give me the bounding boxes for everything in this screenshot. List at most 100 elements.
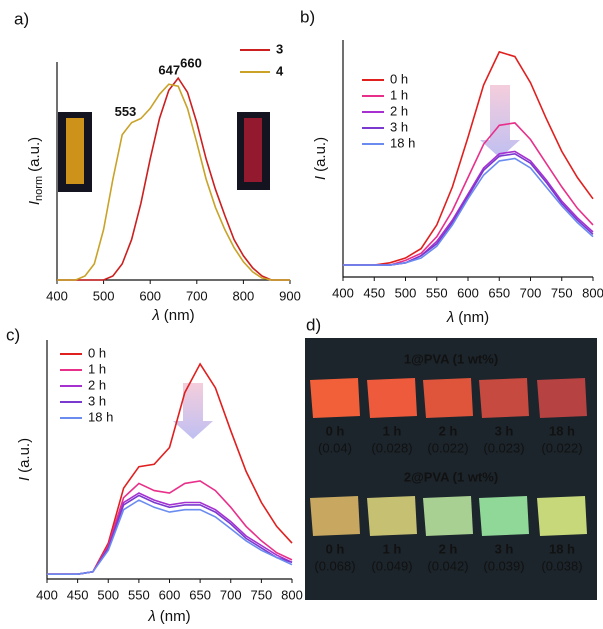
x-tick-label: 900 [279,288,301,303]
sample-value: (0.028) [371,440,412,455]
sample-value: (0.038) [541,558,582,573]
sample-value: (0.022) [427,440,468,455]
x-tick-label: 600 [159,587,181,602]
spectrum-line [47,362,293,575]
x-axis-unit: (nm) [458,309,489,326]
legend-label: 1 h [88,361,106,376]
sample-time: 18 h [549,423,575,438]
x-axis-label: λ (nm) [446,309,489,326]
sample-time: 3 h [495,541,514,556]
sample-value: (0.04) [318,440,352,455]
x-axis-label: λ (nm) [151,307,194,324]
spectrum-line [343,152,594,266]
x-tick-label: 700 [520,285,542,300]
x-tick-label: 400 [46,288,68,303]
group-title: 1@PVA (1 wt%) [404,351,498,366]
y-axis-unit: (a.u.) [26,137,43,172]
x-tick-label: 650 [189,587,211,602]
x-tick-label: 450 [363,285,385,300]
x-axis-unit: (nm) [164,307,195,324]
spectrum-line [47,480,293,575]
film-sample [367,496,417,536]
x-tick-label: 400 [36,587,58,602]
x-tick-label: 550 [426,285,448,300]
sample-time: 0 h [326,541,345,556]
legend-label: 3 [276,41,283,56]
film-sample [479,378,529,418]
sample-time: 2 h [439,423,458,438]
x-axis-symbol: λ [151,307,159,324]
sample-time: 0 h [326,423,345,438]
spectrum-line [47,499,293,575]
axis [342,40,593,278]
legend-label: 18 h [88,409,113,424]
sample-value: (0.039) [483,558,524,573]
x-tick-label: 500 [395,285,417,300]
x-tick-label: 600 [457,285,479,300]
y-axis-unit: (a.u.) [16,438,33,473]
peak-label: 553 [115,104,137,119]
peak-label: 660 [180,56,202,71]
film-sample [310,496,360,536]
sample-time: 2 h [439,541,458,556]
x-tick-label: 550 [128,587,150,602]
film-sample [537,496,587,536]
y-axis-label: Inorm (a.u.) [26,137,45,205]
spectrum-line [47,492,293,575]
film-sample [310,378,360,418]
panel-label: a) [14,9,29,28]
trend-arrow [480,85,520,158]
x-tick-label: 800 [233,288,255,303]
x-tick-label: 600 [139,288,161,303]
y-axis-subscript: norm [33,176,45,201]
legend-label: 3 h [390,119,408,134]
film-sample [537,378,587,418]
legend-label: 2 h [88,377,106,392]
legend-label: 4 [276,63,284,78]
spectrum-line [57,76,290,281]
x-tick-label: 750 [251,587,273,602]
panel-label: b) [300,7,315,26]
group-title: 2@PVA (1 wt%) [404,469,498,484]
x-tick-label: 800 [582,285,603,300]
y-axis-label: I (a.u.) [312,137,329,180]
peak-label: 647 [158,62,180,77]
x-tick-label: 700 [186,288,208,303]
sample-value: (0.023) [483,440,524,455]
sample-value: (0.068) [314,558,355,573]
legend-label: 1 h [390,87,408,102]
x-axis-symbol: λ [147,608,155,625]
x-axis-label: λ (nm) [147,608,190,625]
sample-time: 18 h [549,541,575,556]
spectrum-line [343,50,594,266]
panel-label: d) [306,315,321,334]
sample-time: 3 h [495,423,514,438]
sample-time: 1 h [383,541,402,556]
legend-label: 0 h [88,345,106,360]
cuvette [66,118,84,184]
x-tick-label: 800 [281,587,303,602]
sample-value: (0.049) [371,558,412,573]
x-tick-label: 500 [97,587,119,602]
legend-label: 2 h [390,103,408,118]
x-tick-label: 700 [220,587,242,602]
legend-label: 3 h [88,393,106,408]
x-tick-label: 500 [93,288,115,303]
y-axis-symbol: I [312,176,329,180]
x-axis-unit: (nm) [160,608,191,625]
x-tick-label: 750 [551,285,573,300]
sample-time: 1 h [383,423,402,438]
film-sample [479,496,529,536]
sample-value: (0.022) [541,440,582,455]
sample-value: (0.042) [427,558,468,573]
x-axis-symbol: λ [446,309,454,326]
y-axis-symbol: I [16,477,33,481]
film-sample [423,378,473,418]
film-sample [423,496,473,536]
spectrum-line [57,83,290,281]
film-sample [367,378,417,418]
x-tick-label: 450 [67,587,89,602]
x-tick-label: 650 [488,285,510,300]
spectrum-line [343,150,594,266]
